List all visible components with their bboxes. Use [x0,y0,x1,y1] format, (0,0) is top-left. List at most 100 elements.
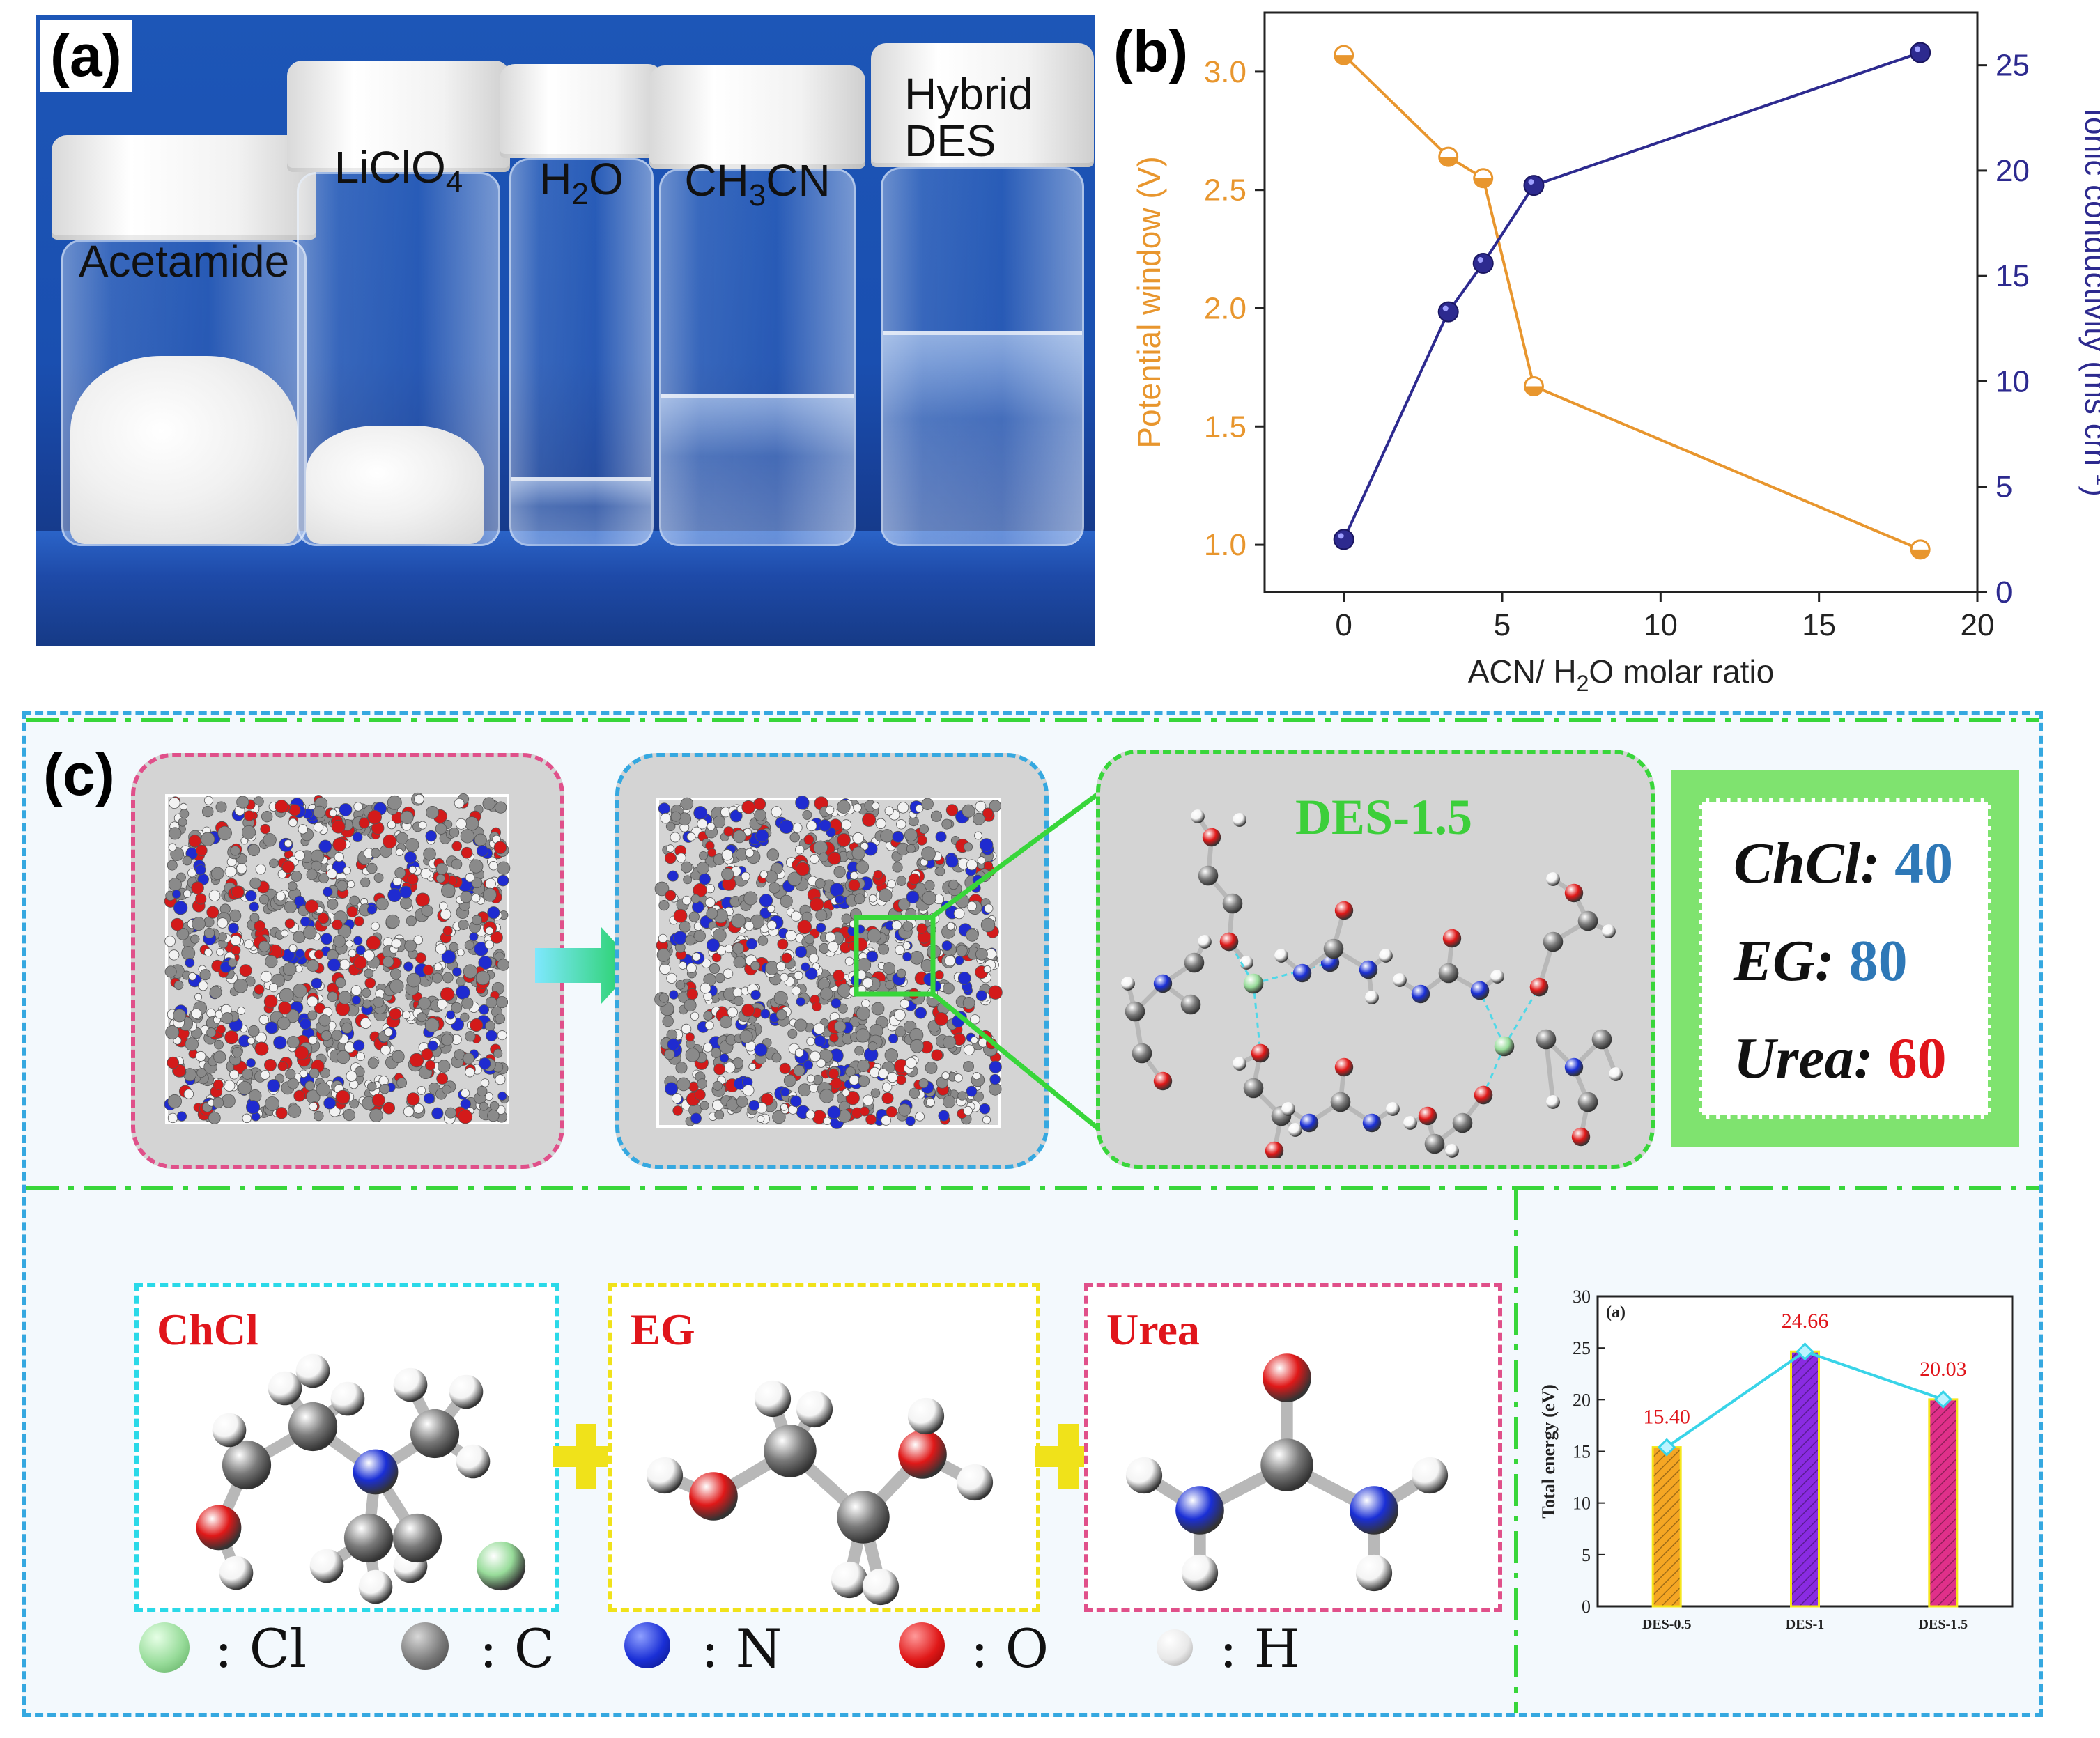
data-point-potential-window [1910,539,1931,560]
vial-label-water: H2O [539,154,624,211]
atom [881,1092,894,1105]
plot-frame [1263,11,1979,593]
atom [688,911,700,922]
molecule-box-eg: EG [608,1283,1040,1612]
inset-bar [1651,1446,1682,1608]
atom [497,1091,507,1101]
atom [825,805,835,815]
atom [896,876,906,886]
atom-c [1180,994,1201,1015]
atom-c [1591,1029,1612,1050]
atom [248,1089,262,1103]
atom [367,809,382,825]
atom [475,970,491,986]
atom [362,988,371,998]
atom [255,864,266,875]
atom [406,972,422,988]
atom [483,887,497,902]
atom [867,1041,878,1051]
atom [831,1077,842,1089]
atom [795,862,810,876]
atom-o [1334,901,1354,920]
atom [281,929,289,938]
atom [178,817,187,827]
x-tick-label: 10 [1644,608,1678,642]
atom [265,1021,278,1034]
atom [905,1116,916,1126]
atom [723,826,734,837]
atom [463,1053,474,1064]
atom [484,940,494,949]
atom [223,1080,236,1092]
atom [856,958,872,972]
atom [789,1095,802,1108]
data-point-fill [1439,157,1458,166]
atom [902,921,913,932]
atom [866,950,879,963]
eg-molecule [646,1380,994,1606]
atom [346,906,358,917]
carbon-ball-icon [401,1622,449,1670]
atom [660,812,672,824]
atom [254,920,265,932]
atom [185,958,195,968]
atom [696,862,709,875]
atom [837,1003,848,1014]
vial-label-hybrid-des: Hybrid DES [904,69,1033,166]
atom [254,1041,269,1056]
atom [790,910,802,922]
data-point-highlight [1338,533,1344,539]
atom [787,1028,798,1039]
atom [327,958,341,972]
atom-n [1292,963,1312,983]
y-left-tick-label: 2.5 [1204,173,1246,208]
atom-n [1470,981,1490,1000]
atom [954,1073,963,1083]
inset-value-label: 20.03 [1920,1358,1967,1381]
atom [884,806,894,816]
atom [269,858,279,869]
atom-h [358,1569,393,1604]
atom [700,1101,709,1110]
atom [390,968,401,980]
atom [935,831,947,843]
atom [841,913,852,924]
atom-n [1153,974,1173,993]
atom [407,874,419,885]
atom [438,901,448,910]
atom [966,1085,978,1097]
atom [975,990,987,1002]
panel-label-b: (b) [1113,15,1189,88]
atom-n [1362,1113,1382,1133]
atom [471,877,483,889]
atom [313,822,324,832]
atom [236,796,249,809]
inset-x-tick-label: DES-0.5 [1642,1617,1692,1632]
atom [353,802,363,812]
atom [431,972,443,984]
atom-o [898,1430,947,1479]
atom [304,1080,316,1092]
atom [881,1115,892,1126]
atom [493,1048,503,1058]
atom [721,867,734,881]
atom [806,1074,815,1083]
atom [168,843,177,852]
atom [363,949,375,961]
atom [845,1091,860,1105]
atom [334,852,344,862]
plus-icon [553,1424,619,1489]
atom [435,862,448,875]
atom [672,1105,683,1116]
atom-o [1529,977,1549,997]
vial-glass [659,169,856,546]
atom [814,878,826,889]
atom [919,824,929,835]
atom [418,997,431,1010]
atom [231,1047,242,1058]
atom [780,972,789,982]
atom [835,894,844,904]
atom [436,874,445,883]
atom [754,1043,768,1057]
atom [754,809,766,821]
